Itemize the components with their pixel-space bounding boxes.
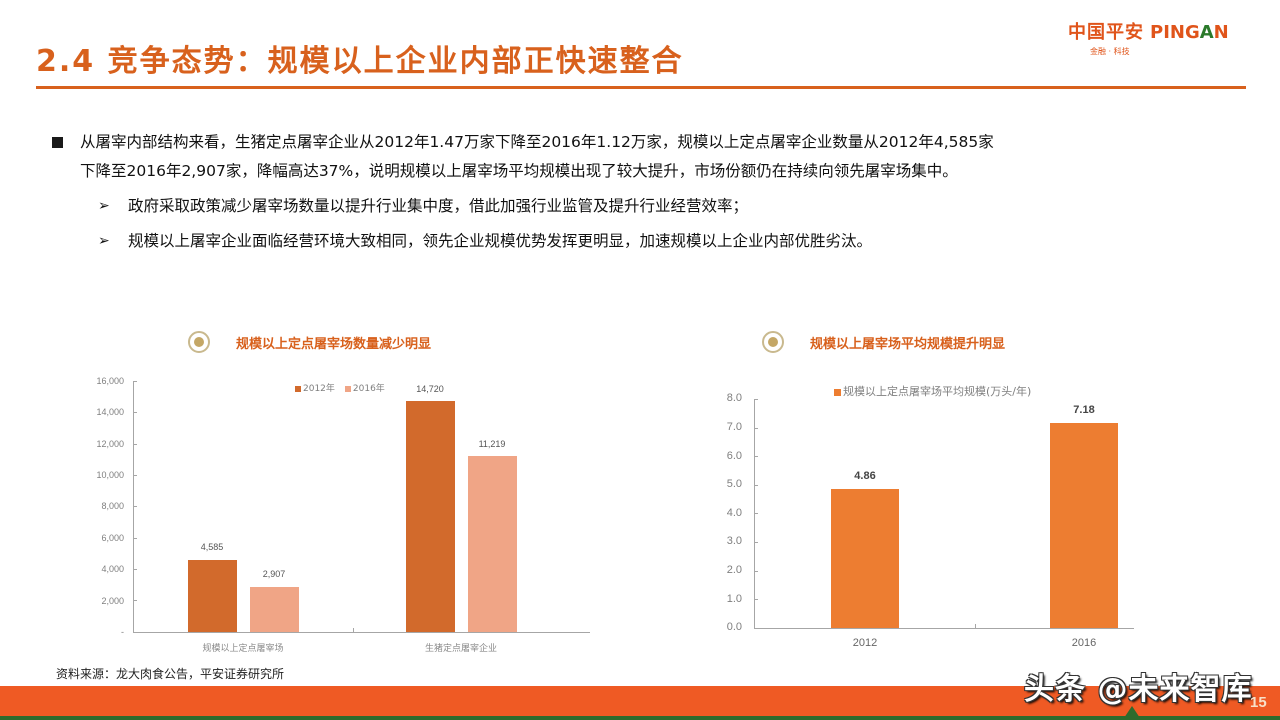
source-note: 资料来源：龙大肉食公告，平安证券研究所 (56, 667, 285, 681)
page-title: 2.4 竞争态势：规模以上企业内部正快速整合 (36, 44, 684, 79)
right-chart-title: 规模以上屠宰场平均规模提升明显 (762, 331, 1005, 353)
bar-value-label: 7.18 (1073, 404, 1095, 416)
y-tick-label: 0.0 (726, 621, 742, 633)
target-icon (762, 331, 784, 353)
y-tick (754, 399, 758, 400)
y-tick-label: 8,000 (101, 501, 124, 511)
left-chart-title-text: 规模以上定点屠宰场数量减少明显 (236, 336, 432, 352)
logo-cn: 中国平安 (1068, 22, 1144, 43)
y-tick (754, 571, 758, 572)
legend: 规模以上定点屠宰场平均规模(万头/年) (834, 383, 1031, 399)
y-tick-label: 7.0 (726, 421, 742, 433)
y-tick (754, 599, 758, 600)
bar-value-label: 4.86 (854, 470, 876, 482)
bar-2016-slaughterhouses (250, 587, 299, 632)
bar-2012-enterprises (406, 401, 455, 632)
right-bar-chart: 0.0 1.0 2.0 3.0 4.0 5.0 6.0 7.0 8.0 规模以上… (726, 383, 1134, 649)
title-divider (36, 86, 1246, 89)
bar-value-label: 11,219 (478, 439, 506, 449)
x-axis (754, 628, 1134, 629)
y-tick-label: 12,000 (96, 439, 124, 449)
y-tick-label: 3.0 (726, 535, 742, 547)
y-tick (754, 456, 758, 457)
page-number: 15 (1250, 694, 1267, 711)
y-tick-label: - (121, 627, 124, 637)
x-axis (133, 632, 590, 633)
square-bullet-icon (52, 137, 63, 148)
y-tick-label: 10,000 (96, 470, 124, 480)
body-text: 从屠宰内部结构来看，生猪定点屠宰企业从2012年1.47万家下降至2016年1.… (50, 128, 1240, 256)
y-tick-label: 5.0 (726, 478, 742, 490)
target-icon (188, 331, 210, 353)
bar-2012-slaughterhouses (188, 560, 237, 632)
main-bullet-line-2: 下降至2016年2,907家，降幅高达37%，说明规模以上屠宰场平均规模出现了较… (80, 162, 958, 180)
footer-triangle-icon (1124, 706, 1140, 718)
legend-item-avg-scale: 规模以上定点屠宰场平均规模(万头/年) (834, 383, 1031, 399)
bar-2012-avg-scale (831, 489, 899, 628)
y-tick-label: 16,000 (96, 376, 124, 386)
y-tick (133, 600, 137, 601)
y-tick (754, 428, 758, 429)
arrow-bullet-icon: ➢ (98, 198, 110, 214)
logo-tagline: 金融 · 科技 (1090, 47, 1130, 56)
watermark: 头条 @未来智库 (1024, 672, 1253, 707)
x-tick (353, 628, 354, 632)
x-category-label: 生猪定点屠宰企业 (424, 644, 497, 654)
y-tick (133, 475, 137, 476)
sub-bullet-text: 规模以上屠宰企业面临经营环境大致相同，领先企业规模优势发挥更明显，加速规模以上企… (128, 232, 873, 250)
x-tick (975, 624, 976, 628)
logo-en: PINGAN (1150, 22, 1229, 43)
y-tick-label: 4.0 (726, 507, 742, 519)
main-bullet-line-1: 从屠宰内部结构来看，生猪定点屠宰企业从2012年1.47万家下降至2016年1.… (80, 133, 994, 151)
bar-value-label: 4,585 (200, 542, 224, 552)
bar-2016-avg-scale (1050, 423, 1118, 628)
y-tick-label: 6,000 (101, 533, 124, 543)
y-tick-label: 8.0 (726, 392, 742, 404)
legend-item-2012: 2012年 (295, 381, 335, 394)
arrow-bullet-icon: ➢ (98, 233, 110, 249)
legend: 2012年 2016年 (295, 381, 385, 394)
y-tick-label: 2,000 (101, 596, 124, 606)
sub-bullet-text: 政府采取政策减少屠宰场数量以提升行业集中度，借此加强行业监管及提升行业经营效率； (128, 197, 749, 215)
y-tick (754, 485, 758, 486)
x-category-label: 2016 (1071, 637, 1097, 649)
legend-item-2016: 2016年 (344, 381, 385, 394)
pingan-logo: 中国平安 PINGAN 金融 · 科技 (1068, 18, 1268, 58)
x-category-label: 2012 (852, 637, 878, 649)
y-tick (133, 506, 137, 507)
bar-value-label: 14,720 (416, 384, 444, 394)
y-tick-label: 4,000 (101, 564, 124, 574)
y-tick-label: 14,000 (96, 407, 124, 417)
y-tick-label: 2.0 (726, 564, 742, 576)
y-tick (133, 412, 137, 413)
bar-value-label: 2,907 (262, 569, 286, 579)
right-chart-title-text: 规模以上屠宰场平均规模提升明显 (810, 336, 1006, 352)
x-category-label: 规模以上定点屠宰场 (202, 644, 284, 654)
y-tick-label: 1.0 (726, 593, 742, 605)
footer-band (0, 686, 1280, 716)
y-tick-label: 6.0 (726, 450, 742, 462)
y-tick (754, 542, 758, 543)
sub-bullet: ➢ 政府采取政策减少屠宰场数量以提升行业集中度，借此加强行业监管及提升行业经营效… (50, 192, 1240, 221)
main-bullet: 从屠宰内部结构来看，生猪定点屠宰企业从2012年1.47万家下降至2016年1.… (50, 128, 1240, 186)
y-tick (754, 513, 758, 514)
y-tick (133, 381, 137, 382)
footer-green-strip (0, 716, 1280, 720)
y-tick (133, 569, 137, 570)
left-bar-chart: - 2,000 4,000 6,000 8,000 10,000 12,000 … (0, 0, 640, 660)
left-chart-title: 规模以上定点屠宰场数量减少明显 (188, 331, 431, 353)
y-tick (133, 444, 137, 445)
sub-bullet: ➢ 规模以上屠宰企业面临经营环境大致相同，领先企业规模优势发挥更明显，加速规模以… (50, 227, 1240, 256)
y-tick (133, 538, 137, 539)
bar-2016-enterprises (468, 456, 517, 632)
